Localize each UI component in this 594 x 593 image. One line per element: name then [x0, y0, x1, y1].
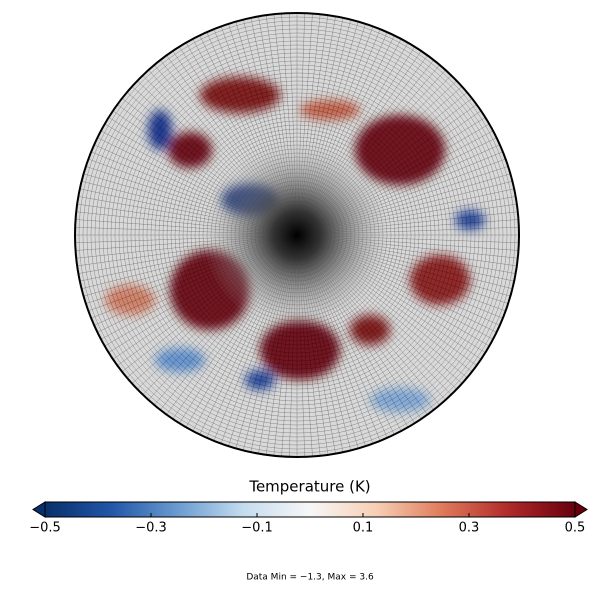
- colorbar-tick-label: −0.5: [29, 521, 61, 536]
- map: [75, 13, 519, 457]
- annotation: Data Min = −1.3, Max = 3.6: [246, 573, 374, 583]
- colorbar-body: [45, 502, 575, 517]
- colorbar-tick-label: −0.1: [241, 521, 273, 536]
- colorbar: −0.5 −0.3 −0.1 0.1 0.3 0.5: [29, 502, 587, 536]
- colorbar-label: Temperature (K): [248, 478, 370, 496]
- colorbar-extend-high: [575, 502, 587, 517]
- colorbar-tick-label: 0.5: [565, 521, 586, 536]
- colorbar-tick-label: 0.1: [353, 521, 374, 536]
- figure: Temperature (K) −0.5 −0.3 −0.1 0.1 0.3 0.5 Da…: [0, 0, 594, 593]
- colorbar-extend-low: [33, 502, 45, 517]
- colorbar-tick-label: 0.3: [459, 521, 480, 536]
- colorbar-tick-label: −0.3: [135, 521, 167, 536]
